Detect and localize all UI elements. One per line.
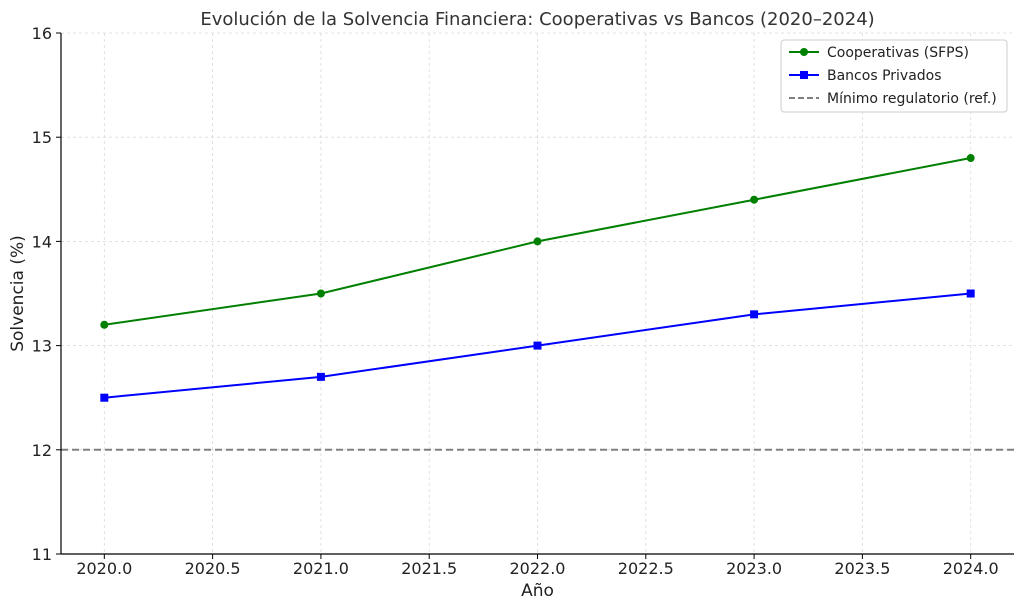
x-tick-label: 2020.0	[76, 559, 132, 578]
y-tick-label: 14	[32, 232, 52, 251]
y-tick-label: 16	[32, 24, 52, 43]
y-tick-label: 15	[32, 128, 52, 147]
legend-box	[780, 39, 1008, 113]
legend-swatch-marker	[800, 48, 808, 56]
x-tick-label: 2021.0	[293, 559, 349, 578]
y-ticks: 11 12 13 14 15 16	[32, 24, 61, 564]
legend: Cooperativas (SFPS) Bancos Privados Míni…	[780, 39, 1008, 113]
y-tick-label: 11	[32, 545, 52, 564]
x-tick-label: 2023.5	[834, 559, 890, 578]
data-point	[750, 195, 759, 204]
x-ticks: 2020.0 2020.5 2021.0 2021.5 2022.0 2022.5 2023…	[76, 554, 999, 578]
chart-title: Evolución de la Solvencia Financiera: Co…	[200, 9, 874, 30]
data-point	[533, 341, 542, 350]
series-layer	[100, 154, 975, 402]
x-axis-title: Año	[521, 581, 554, 601]
x-tick-label: 2024.0	[943, 559, 999, 578]
x-tick-label: 2020.5	[185, 559, 241, 578]
x-tick-label: 2022.0	[510, 559, 566, 578]
legend-swatch-marker	[800, 71, 808, 79]
legend-item-bancos: Bancos Privados	[789, 68, 942, 84]
x-tick-label: 2021.5	[401, 559, 457, 578]
legend-item-reference: Mínimo regulatorio (ref.)	[789, 91, 997, 107]
data-point	[966, 154, 975, 163]
legend-label-bancos: Bancos Privados	[827, 68, 942, 84]
y-tick-label: 12	[32, 441, 52, 460]
x-tick-label: 2022.5	[618, 559, 674, 578]
data-point	[533, 237, 542, 246]
data-point	[100, 393, 109, 402]
data-point	[966, 289, 975, 298]
legend-label-cooperativas: Cooperativas (SFPS)	[827, 45, 969, 61]
data-point	[316, 372, 325, 381]
y-tick-label: 13	[32, 337, 52, 356]
legend-label-reference: Mínimo regulatorio (ref.)	[827, 91, 997, 107]
data-point	[100, 320, 109, 329]
legend-item-cooperativas: Cooperativas (SFPS)	[789, 45, 969, 61]
data-point	[316, 289, 325, 298]
y-axis-title: Solvencia (%)	[8, 235, 28, 352]
data-point	[750, 310, 759, 319]
x-tick-label: 2023.0	[726, 559, 782, 578]
